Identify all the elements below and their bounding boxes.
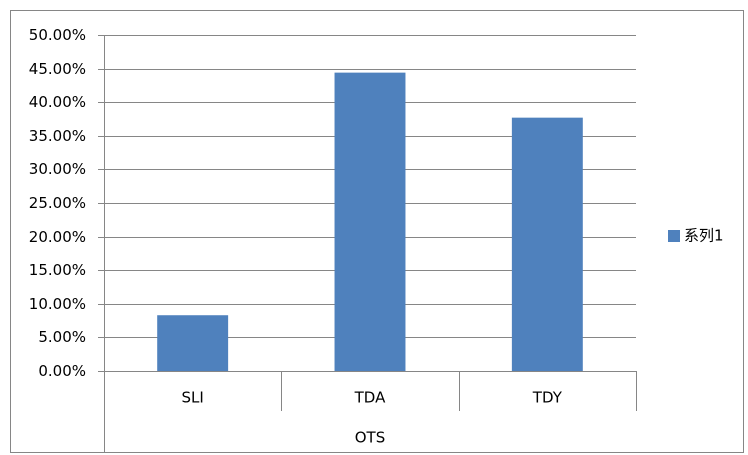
y-tick-label: 0.00% [38,362,86,380]
y-tick-label: 5.00% [38,328,86,346]
y-tick-label: 10.00% [29,295,86,313]
x-tick-label: TDA [354,389,386,407]
y-tick-label: 25.00% [29,194,86,212]
x-tick-label: TDY [532,389,563,407]
bar [334,72,406,371]
y-tick-label: 50.00% [29,26,86,44]
y-tick-label: 45.00% [29,60,86,78]
y-tick-label: 40.00% [29,93,86,111]
y-tick-label: 20.00% [29,228,86,246]
legend-marker [668,230,680,242]
x-tick-label: SLI [182,389,204,407]
y-tick-label: 15.00% [29,261,86,279]
legend-label: 系列1 [684,227,724,245]
y-tick-label: 30.00% [29,160,86,178]
bar [157,315,229,371]
bar [511,117,583,371]
y-tick-label: 35.00% [29,127,86,145]
x-group-label: OTS [355,429,386,447]
